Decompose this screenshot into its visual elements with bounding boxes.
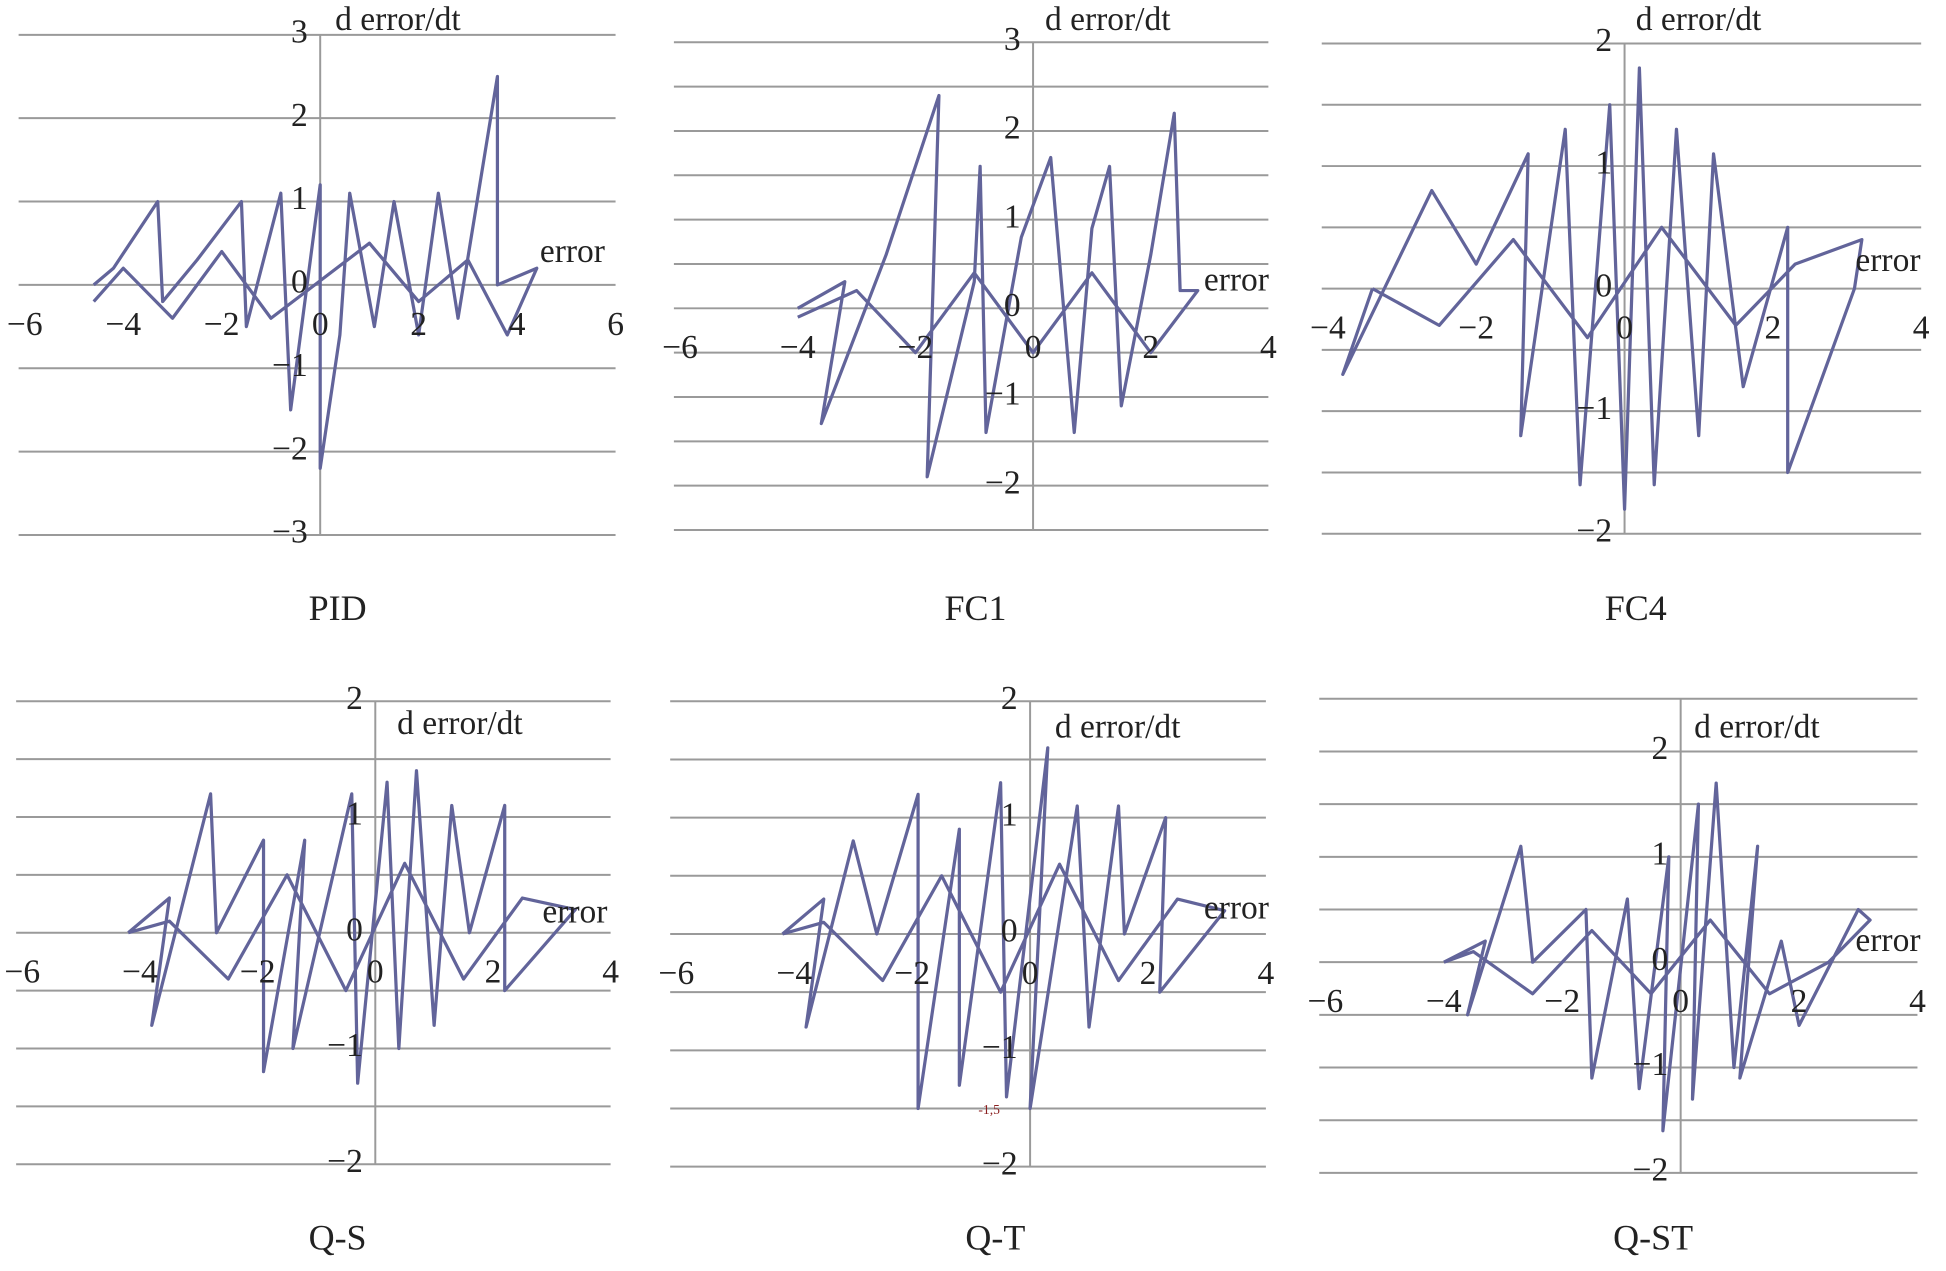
chart-caption: Q-S (309, 1217, 367, 1257)
x-tick-label: −4 (122, 954, 158, 991)
y-tick-label: 2 (291, 97, 308, 134)
x-tick-label: −2 (240, 954, 276, 991)
x-tick-label: −4 (1310, 310, 1346, 347)
y-tick-label: 1 (291, 180, 308, 217)
y-tick-label: 0 (291, 264, 308, 301)
x-tick-label: 0 (367, 954, 384, 991)
y-tick-label: −2 (327, 1143, 363, 1180)
y-axis-label: d error/dt (1045, 1, 1171, 38)
x-axis-label: error (540, 233, 605, 270)
annotation: -1,5 (978, 1102, 1000, 1117)
phase-line (1443, 781, 1872, 1133)
y-tick-label: −3 (272, 514, 308, 551)
y-tick-label: 1 (1004, 198, 1021, 235)
chart-caption: FC1 (944, 588, 1006, 628)
y-axis-label: d error/dt (397, 705, 523, 742)
x-axis-label: error (1204, 262, 1269, 299)
y-tick-label: −2 (272, 430, 308, 467)
x-axis-label: error (542, 893, 607, 930)
x-axis-label: error (1204, 890, 1269, 927)
phase-line (796, 93, 1200, 479)
y-axis-label: d error/dt (1636, 1, 1762, 38)
y-tick-label: 0 (1001, 913, 1018, 950)
x-tick-label: 2 (1140, 955, 1157, 992)
y-tick-label: −1 (985, 376, 1021, 413)
phase-line (781, 746, 1227, 1111)
y-tick-label: 1 (346, 796, 363, 833)
y-tick-label: 1 (1651, 836, 1668, 873)
x-tick-label: −6 (662, 329, 698, 366)
x-tick-label: 4 (509, 306, 526, 343)
x-axis-label: error (1855, 242, 1920, 279)
x-tick-label: −2 (1544, 983, 1580, 1020)
y-tick-label: −2 (982, 1145, 1018, 1182)
chart-caption: FC4 (1605, 588, 1667, 628)
y-tick-label: 0 (1595, 267, 1612, 304)
x-tick-label: −2 (1458, 310, 1494, 347)
x-axis-label: error (1855, 922, 1920, 959)
x-tick-label: −6 (659, 955, 695, 992)
x-tick-label: −2 (894, 955, 930, 992)
x-tick-label: 2 (1791, 983, 1808, 1020)
x-tick-label: 2 (410, 306, 427, 343)
y-axis-label: d error/dt (335, 1, 461, 38)
chart-caption: Q-T (965, 1217, 1025, 1257)
y-tick-label: −1 (1633, 1046, 1669, 1083)
y-tick-label: −1 (1576, 390, 1612, 427)
y-tick-label: 2 (346, 680, 363, 717)
x-tick-label: −6 (7, 306, 43, 343)
y-tick-label: −2 (1576, 512, 1612, 549)
y-tick-label: 3 (1004, 21, 1021, 58)
x-tick-label: 4 (1913, 310, 1930, 347)
x-tick-label: 4 (1909, 983, 1926, 1020)
x-tick-label: −6 (1308, 983, 1344, 1020)
x-tick-label: 0 (1025, 329, 1042, 366)
phase-line (127, 769, 577, 1085)
y-tick-label: 2 (1004, 110, 1021, 147)
y-tick-label: 1 (1595, 145, 1612, 182)
x-tick-label: 0 (1616, 310, 1633, 347)
x-tick-label: 2 (1764, 310, 1781, 347)
x-tick-label: −2 (204, 306, 240, 343)
x-tick-label: −4 (105, 306, 141, 343)
x-tick-label: 4 (1260, 329, 1277, 366)
x-tick-label: 4 (602, 954, 619, 991)
x-tick-label: −6 (5, 954, 41, 991)
x-tick-label: 2 (485, 954, 502, 991)
y-tick-label: 1 (1001, 796, 1018, 833)
y-tick-label: −1 (982, 1029, 1018, 1066)
y-tick-label: −2 (985, 464, 1021, 501)
y-tick-label: −1 (272, 347, 308, 384)
x-tick-label: −4 (1426, 983, 1462, 1020)
y-tick-label: 0 (1004, 287, 1021, 324)
y-axis-label: d error/dt (1694, 709, 1820, 746)
chart-caption: PID (309, 588, 367, 628)
x-tick-label: −4 (780, 329, 816, 366)
x-tick-label: −4 (776, 955, 812, 992)
x-tick-label: −2 (898, 329, 934, 366)
y-tick-label: 2 (1001, 680, 1018, 717)
x-tick-label: 6 (607, 306, 624, 343)
y-tick-label: 2 (1595, 22, 1612, 59)
y-tick-label: 0 (346, 911, 363, 948)
y-tick-label: 2 (1651, 730, 1668, 767)
x-tick-label: 0 (312, 306, 329, 343)
phase-line (92, 74, 539, 470)
y-axis-label: d error/dt (1055, 709, 1181, 746)
x-tick-label: 0 (1022, 955, 1039, 992)
x-tick-label: 4 (1258, 955, 1275, 992)
y-tick-label: −1 (327, 1027, 363, 1064)
y-tick-label: −2 (1633, 1152, 1669, 1189)
phase-line (1341, 66, 1864, 511)
chart-caption: Q-ST (1613, 1217, 1693, 1257)
y-tick-label: 3 (291, 14, 308, 51)
x-tick-label: 2 (1142, 329, 1159, 366)
x-tick-label: 0 (1672, 983, 1689, 1020)
y-tick-label: 0 (1651, 941, 1668, 978)
